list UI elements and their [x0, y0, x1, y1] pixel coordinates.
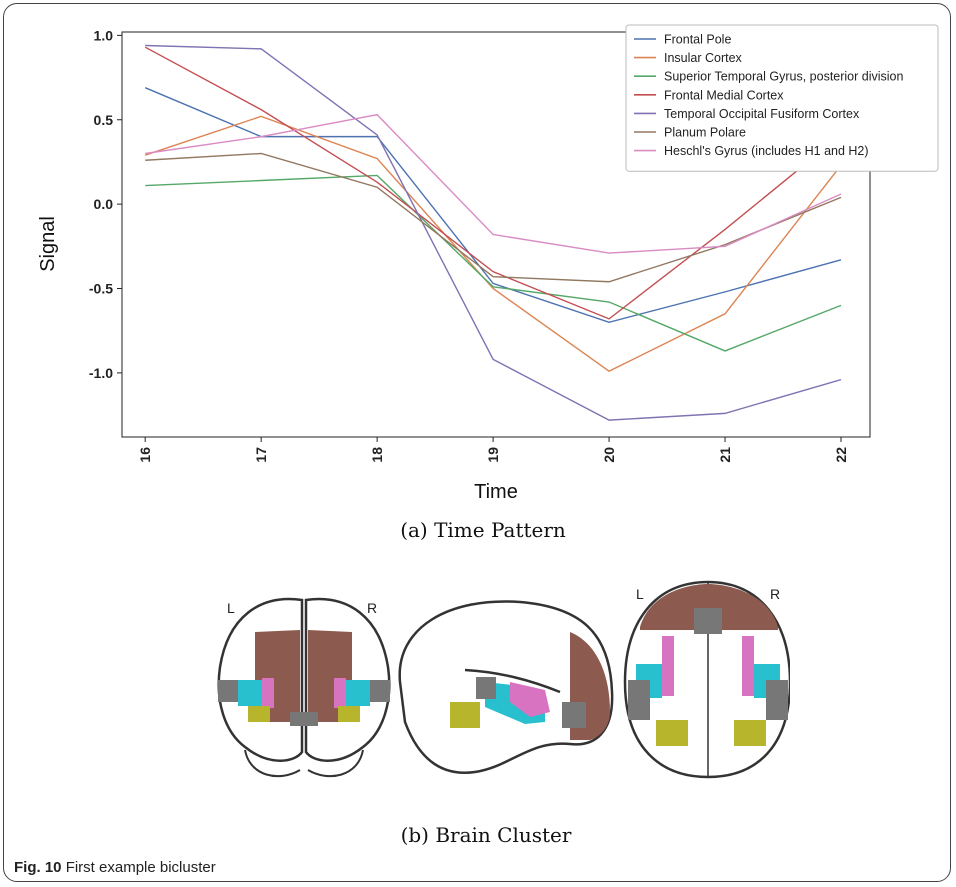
coronal-view: L R: [217, 597, 391, 778]
sagittal-gray-region: [562, 702, 586, 728]
axial-left-label: L: [636, 586, 644, 602]
legend-entry: Insular Cortex: [664, 51, 743, 65]
series-line: [145, 113, 842, 254]
axial-olive-left: [656, 720, 688, 746]
legend-entry: Superior Temporal Gyrus, posterior divis…: [664, 70, 904, 84]
caption-brain-cluster: (b) Brain Cluster: [400, 823, 572, 847]
coronal-gray-right: [370, 680, 390, 702]
figure-frame: [3, 3, 951, 882]
axial-gray-top: [694, 608, 722, 634]
legend-box: [625, 24, 939, 172]
coronal-olive-left: [248, 706, 270, 722]
coronal-cerebellum: [244, 749, 364, 778]
x-tick-label: 20: [601, 447, 617, 463]
brain-cluster-figure: L R L R: [217, 580, 790, 779]
legend-entry: Frontal Pole: [664, 33, 731, 47]
x-axis-label: Time: [474, 481, 518, 503]
x-tick-label: 17: [253, 447, 269, 463]
figure-caption: Fig. 10 First example bicluster: [14, 859, 216, 876]
sagittal-gray-small: [476, 677, 496, 699]
coronal-magenta-left: [262, 678, 274, 708]
axial-magenta-right: [742, 636, 754, 696]
time-pattern-chart: 1.00.50.0-0.5-1.0 16 17 18 19 20 21 22 Signal …: [37, 24, 939, 503]
coronal-right-label: R: [367, 600, 377, 616]
legend-entry: Heschl's Gyrus (includes H1 and H2): [664, 144, 869, 158]
y-tick-label: -1.0: [89, 365, 113, 381]
sagittal-magenta-region: [510, 682, 550, 717]
y-tick-label: -0.5: [89, 281, 113, 297]
sagittal-view: [398, 600, 614, 774]
y-axis-label: Signal: [37, 216, 59, 272]
series-line: [145, 174, 842, 352]
axial-gray-right: [766, 680, 788, 720]
legend-entry: Temporal Occipital Fusiform Cortex: [664, 107, 860, 121]
y-tick-label: 0.5: [94, 112, 114, 128]
series-line: [144, 46, 842, 320]
caption-time-pattern: (a) Time Pattern: [400, 518, 566, 542]
x-tick-label: 18: [369, 447, 385, 463]
coronal-left-label: L: [227, 600, 235, 616]
figure-caption-text: First example bicluster: [65, 859, 216, 876]
axial-right-label: R: [770, 586, 780, 602]
sagittal-olive-region: [450, 702, 480, 728]
axial-magenta-left: [662, 636, 674, 696]
x-tick-label: 16: [137, 447, 153, 463]
y-tick-label: 0.0: [94, 196, 114, 212]
y-axis: 1.0 0.5 0.0 -0.5 -1.0: [89, 27, 122, 381]
axial-brown-region: [640, 584, 778, 630]
legend-entry: Frontal Medial Cortex: [664, 88, 784, 102]
plot-area: [121, 31, 871, 438]
x-axis: 16 17 18 19 20 21 22: [137, 437, 849, 463]
coronal-magenta-right: [334, 678, 346, 708]
x-tick-label: 21: [717, 447, 733, 463]
sagittal-sulcus-line: [464, 668, 561, 694]
figure-number: Fig. 10: [14, 859, 62, 876]
coronal-cyan-left: [238, 680, 266, 706]
legend: Frontal Pole Insular Cortex Superior Tempo…: [625, 24, 939, 172]
y-tick-label: 1.0: [94, 27, 114, 43]
series-line: [145, 152, 842, 283]
series-lines: [144, 44, 842, 421]
legend-entry: Planum Polare: [664, 126, 746, 140]
coronal-olive-right: [338, 706, 360, 722]
axial-gray-left: [628, 680, 650, 720]
x-tick-label: 22: [833, 447, 849, 463]
coronal-gray-left: [218, 680, 238, 702]
coronal-gray-center: [290, 712, 318, 726]
coronal-cyan-right: [342, 680, 370, 706]
axial-olive-right: [734, 720, 766, 746]
x-tick-label: 19: [485, 447, 501, 463]
axial-view: L R: [623, 580, 790, 779]
series-line: [145, 44, 842, 421]
series-line: [144, 115, 842, 373]
